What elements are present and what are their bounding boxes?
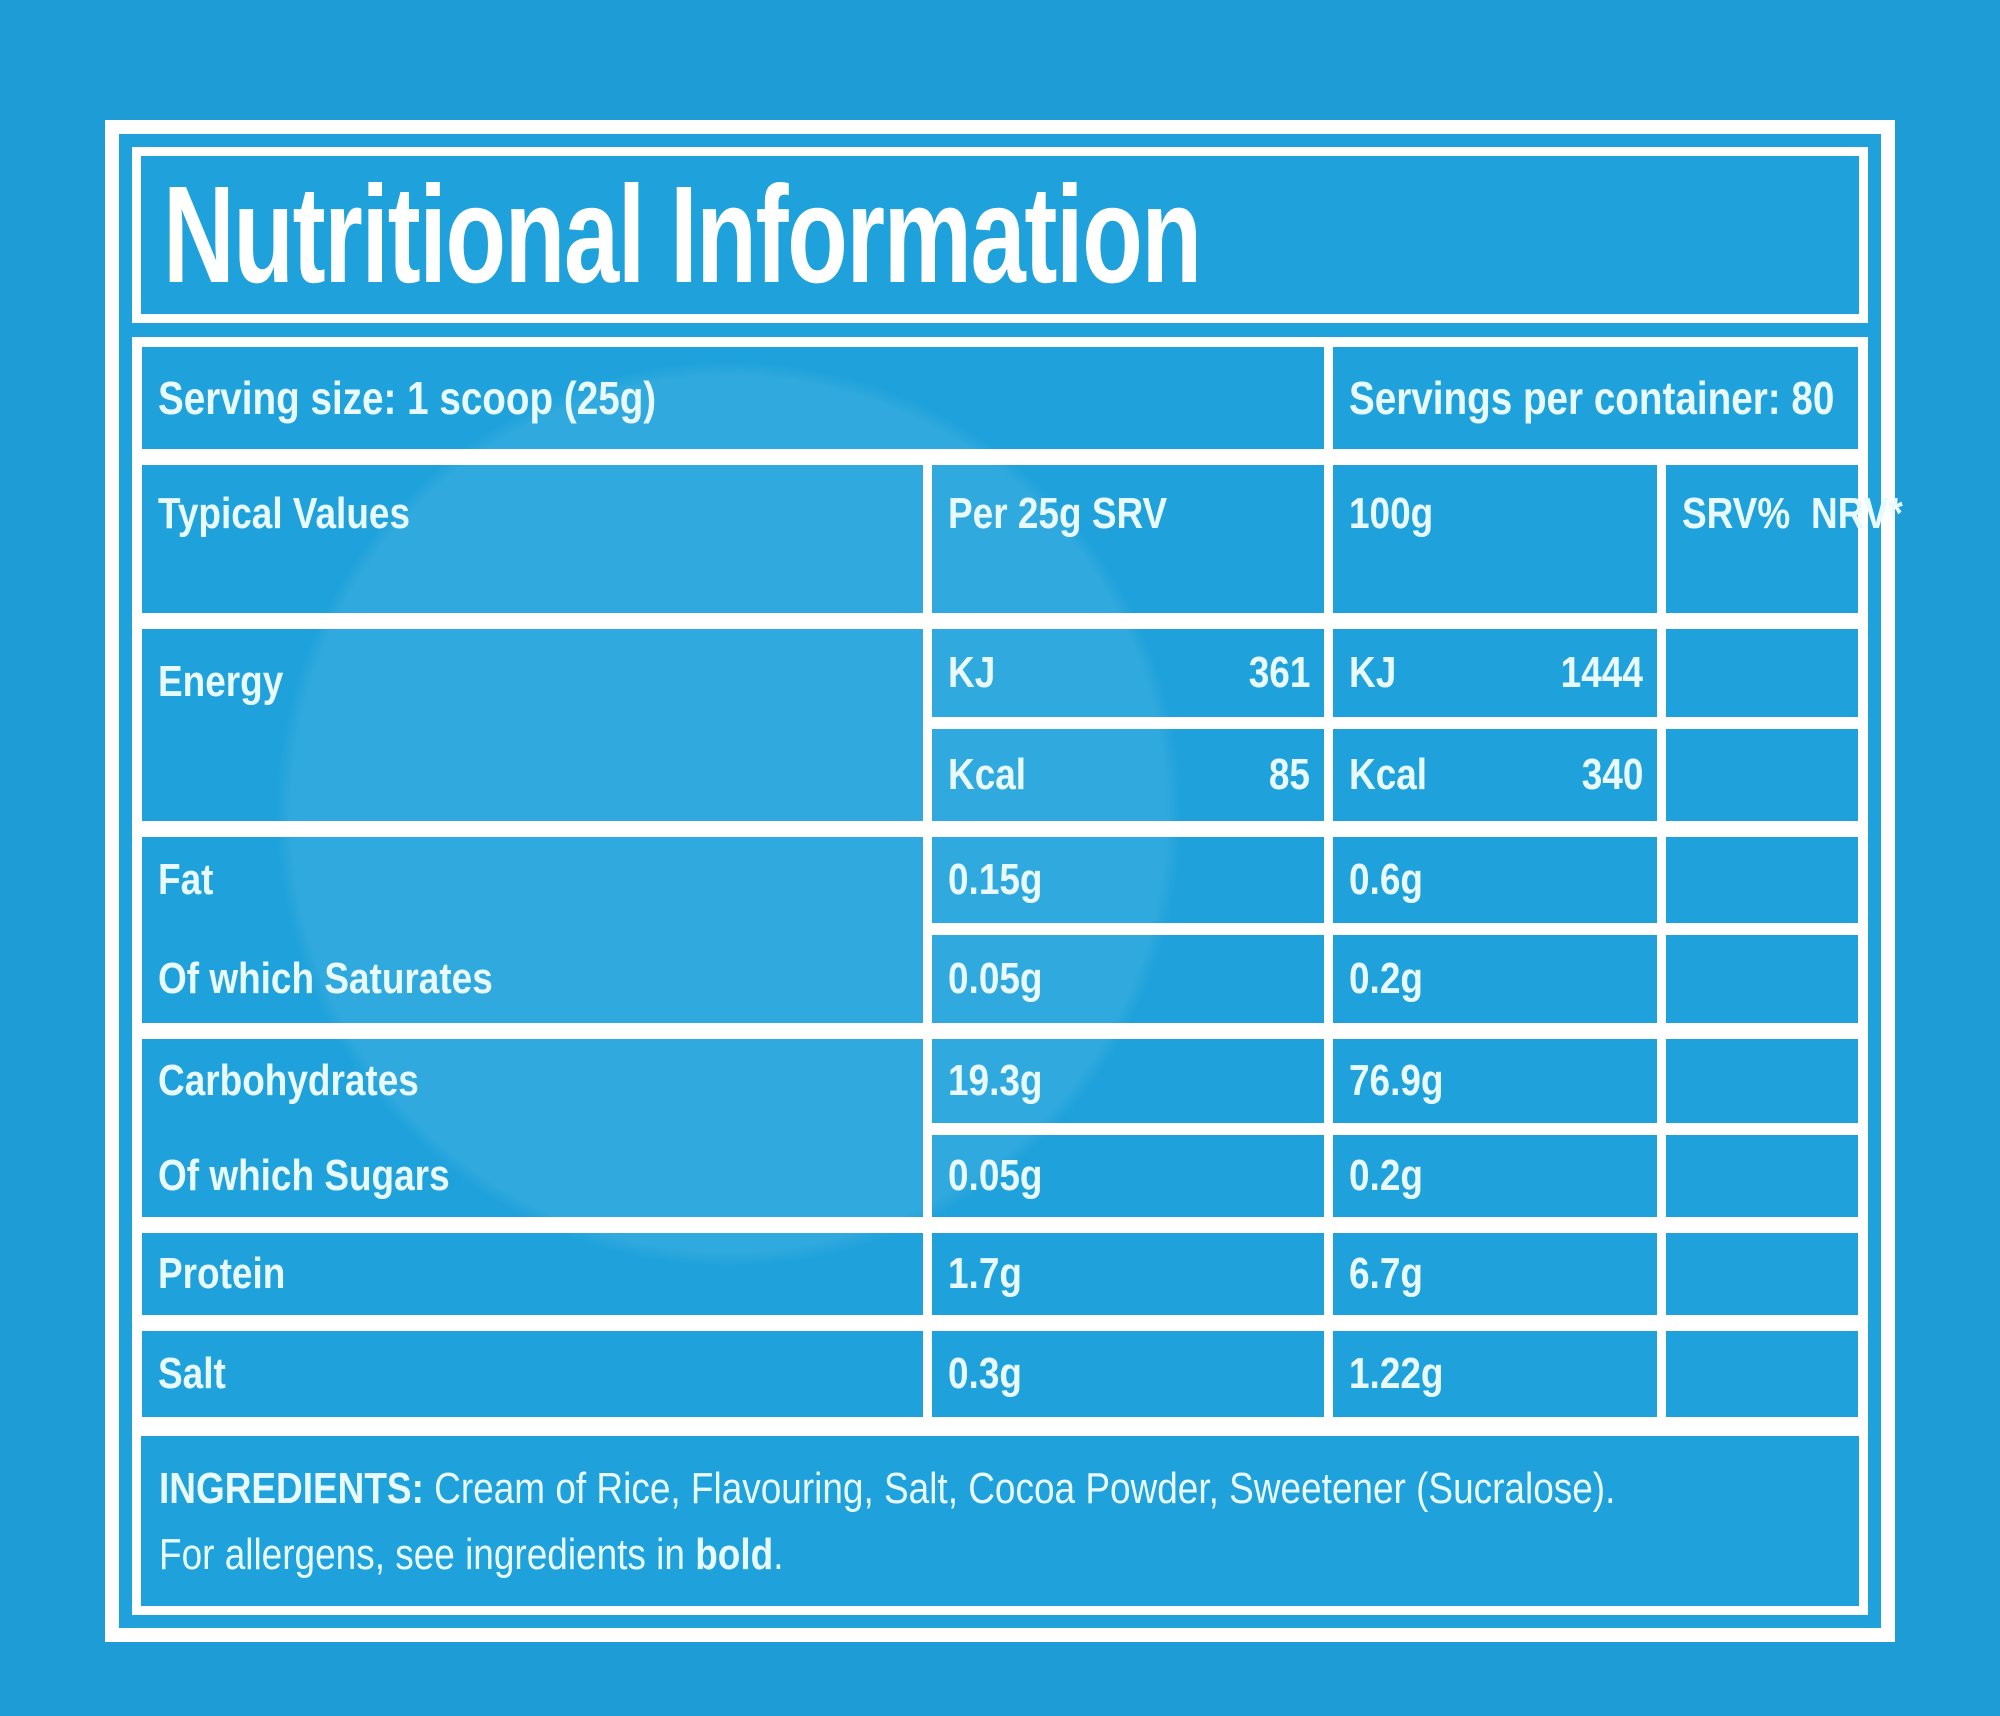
- row-label-protein: Protein: [142, 1217, 923, 1315]
- title-box: Nutritional Information: [132, 147, 1868, 323]
- energy-kj-100g-unit: KJ: [1349, 647, 1397, 697]
- energy-kj-srv-value: 361: [1248, 647, 1311, 697]
- salt-100g-cell: 1.22g: [1324, 1315, 1658, 1417]
- salt-nrv-cell: [1657, 1315, 1858, 1417]
- energy-kcal-100g-cell: Kcal 340: [1324, 717, 1658, 821]
- row-label-salt: Salt: [142, 1315, 923, 1417]
- energy-kj-unit: KJ: [947, 647, 996, 697]
- protein-100g-cell: 6.7g: [1324, 1217, 1658, 1315]
- serving-size-label: Serving size: 1 scoop (25g): [158, 371, 657, 424]
- energy-kcal-srv-cell: Kcal 85: [922, 717, 1325, 821]
- row-label-saturates: Of which Saturates: [158, 953, 493, 1003]
- allergen-bold-word: bold: [695, 1530, 774, 1579]
- sugars-100g-cell: 0.2g: [1324, 1123, 1658, 1217]
- servings-per-container-label: Servings per container: 80: [1349, 371, 1835, 424]
- ingredients-list: Cream of Rice, Flavouring, Salt, Cocoa P…: [423, 1464, 1616, 1513]
- energy-kj-nrv-cell: [1657, 613, 1858, 717]
- fat-srv-cell: 0.15g: [922, 821, 1325, 923]
- fat-100g-cell: 0.6g: [1324, 821, 1658, 923]
- ingredients-heading: INGREDIENTS:: [159, 1464, 424, 1513]
- page-title: Nutritional Information: [163, 158, 1202, 312]
- energy-kcal-nrv-cell: [1657, 717, 1858, 821]
- protein-nrv-cell: [1657, 1217, 1858, 1315]
- header-nrv: SRV% NRV*: [1657, 449, 1903, 613]
- header-typical-values: Typical Values: [142, 449, 923, 613]
- nutrition-table: Serving size: 1 scoop (25g) Servings per…: [132, 337, 1903, 1427]
- energy-kj-srv-cell: KJ 361: [922, 613, 1325, 717]
- allergen-period: .: [773, 1530, 784, 1579]
- energy-kj-100g-cell: KJ 1444: [1324, 613, 1658, 717]
- salt-srv-cell: 0.3g: [922, 1315, 1325, 1417]
- row-label-sugars: Of which Sugars: [158, 1150, 450, 1200]
- header-per-100g: 100g: [1324, 449, 1658, 613]
- carbohydrates-srv-cell: 19.3g: [922, 1023, 1325, 1123]
- energy-kj-100g-value: 1444: [1560, 647, 1644, 697]
- protein-srv-cell: 1.7g: [922, 1217, 1325, 1315]
- sugars-srv-cell: 0.05g: [922, 1123, 1325, 1217]
- carbohydrates-nrv-cell: [1657, 1023, 1858, 1123]
- serving-size-cell: Serving size: 1 scoop (25g): [142, 347, 1324, 449]
- row-label-energy: Energy: [142, 613, 923, 821]
- nutrition-label-panel: Nutritional Information Serving size: 1 …: [105, 120, 1903, 1642]
- header-per-srv: Per 25g SRV: [922, 449, 1325, 613]
- saturates-srv-cell: 0.05g: [922, 923, 1325, 1023]
- carbohydrates-100g-cell: 76.9g: [1324, 1023, 1658, 1123]
- row-label-carbohydrates: Carbohydrates: [142, 1023, 923, 1123]
- energy-kcal-srv-value: 85: [1269, 749, 1311, 799]
- allergen-text: For allergens, see ingredients in: [159, 1530, 696, 1579]
- saturates-100g-cell: 0.2g: [1324, 923, 1658, 1023]
- ingredients-line: INGREDIENTS: Cream of Rice, Flavouring, …: [159, 1456, 1841, 1522]
- sugars-nrv-cell: [1657, 1123, 1858, 1217]
- ingredients-box: INGREDIENTS: Cream of Rice, Flavouring, …: [132, 1427, 1868, 1615]
- row-label-fat: Fat: [142, 821, 923, 923]
- servings-per-container-cell: Servings per container: 80: [1324, 347, 1858, 449]
- allergens-line: For allergens, see ingredients in bold.: [159, 1522, 1841, 1588]
- energy-kcal-100g-value: 340: [1581, 749, 1644, 799]
- energy-kcal-100g-unit: Kcal: [1349, 749, 1428, 799]
- energy-kcal-unit: Kcal: [947, 749, 1026, 799]
- fat-nrv-cell: [1657, 821, 1858, 923]
- saturates-nrv-cell: [1657, 923, 1858, 1023]
